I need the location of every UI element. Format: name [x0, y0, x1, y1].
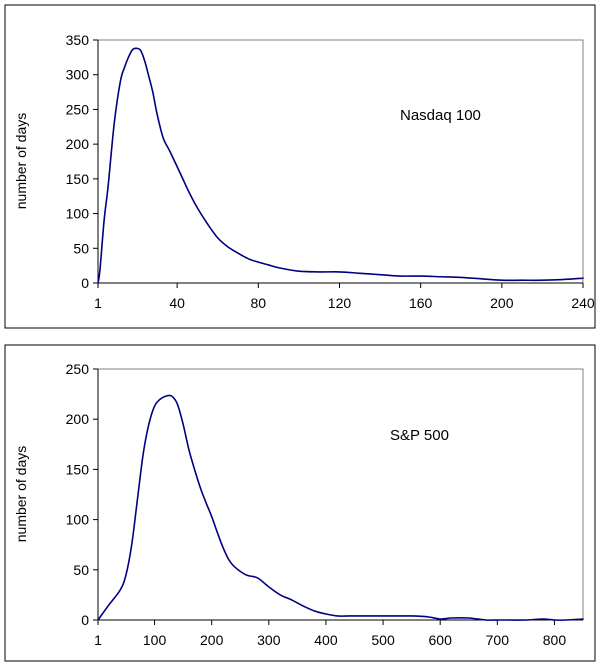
series-annotation: Nasdaq 100	[400, 107, 481, 124]
y-ticks: 0 50 100 150 200 250 300 350	[66, 32, 98, 291]
y-axis-title: number of days	[13, 113, 29, 210]
series-line	[97, 394, 584, 621]
chart-frame	[4, 344, 596, 662]
chart-frame	[4, 4, 596, 329]
series-line	[97, 47, 584, 284]
y-tick-label: 250	[66, 361, 90, 377]
series-annotation: S&P 500	[390, 427, 449, 444]
x-tick-label: 200	[200, 632, 224, 648]
y-tick-label: 50	[73, 240, 89, 256]
x-tick-label: 80	[251, 295, 267, 311]
x-ticks: 1 100 200 300 400 500 600 700 800	[94, 620, 566, 648]
y-tick-label: 0	[81, 275, 89, 291]
y-axis-title: number of days	[13, 446, 29, 543]
x-tick-label: 300	[257, 632, 281, 648]
x-tick-label: 120	[328, 295, 352, 311]
y-tick-label: 250	[66, 101, 90, 117]
y-tick-label: 200	[66, 136, 90, 152]
x-tick-label: 500	[371, 632, 395, 648]
y-tick-label: 50	[73, 562, 89, 578]
x-tick-label: 1	[94, 632, 102, 648]
y-tick-label: 150	[66, 461, 90, 477]
x-tick-label: 160	[409, 295, 433, 311]
y-tick-label: 300	[66, 67, 90, 83]
y-tick-label: 0	[81, 612, 89, 628]
x-ticks: 1 40 80 120 160 200 240	[94, 283, 595, 311]
x-tick-label: 240	[571, 295, 595, 311]
x-tick-label: 700	[486, 632, 510, 648]
y-tick-label: 350	[66, 32, 90, 48]
y-tick-label: 100	[66, 512, 90, 528]
y-tick-label: 200	[66, 411, 90, 427]
x-tick-label: 200	[490, 295, 514, 311]
chart-sp500: 0 50 100 150 200 250 1 100 200 300 400 500 600 700 80…	[4, 344, 596, 662]
y-ticks: 0 50 100 150 200 250	[66, 361, 98, 628]
x-tick-label: 400	[314, 632, 338, 648]
x-tick-label: 600	[429, 632, 453, 648]
x-tick-label: 40	[169, 295, 185, 311]
x-tick-label: 1	[94, 295, 102, 311]
x-tick-label: 800	[543, 632, 567, 648]
x-tick-label: 100	[143, 632, 167, 648]
y-tick-label: 100	[66, 206, 90, 222]
y-tick-label: 150	[66, 171, 90, 187]
